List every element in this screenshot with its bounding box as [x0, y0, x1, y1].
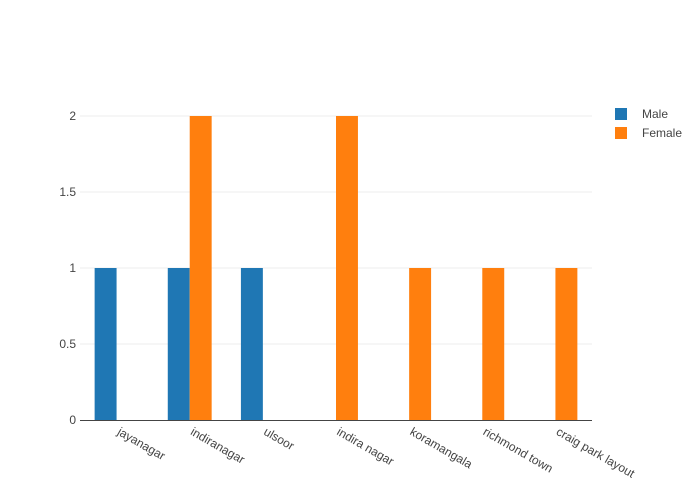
- legend-item-female[interactable]: Female: [615, 126, 682, 140]
- legend[interactable]: Male Female: [615, 107, 682, 140]
- bar-female-indira-nagar[interactable]: [336, 116, 358, 421]
- bar-male-ulsoor[interactable]: [240, 268, 263, 420]
- bar-female-richmond-town[interactable]: [482, 268, 505, 420]
- bar-male-indiranagar[interactable]: [167, 268, 190, 420]
- legend-label: Male: [642, 107, 668, 121]
- y-tick-label: 1: [69, 261, 76, 275]
- y-tick-label: 0: [69, 413, 76, 427]
- legend-label: Female: [642, 126, 682, 140]
- y-tick-label: 1.5: [59, 185, 76, 199]
- bar-female-craig-park-layout[interactable]: [555, 268, 578, 420]
- bar-female-koramangala[interactable]: [409, 268, 432, 420]
- legend-swatch: [615, 127, 627, 139]
- bar-female-indiranagar[interactable]: [189, 116, 212, 421]
- y-tick-label: 2: [69, 109, 76, 123]
- y-tick-label: 0.5: [59, 337, 76, 351]
- bars: [94, 116, 578, 421]
- bar-male-jayanagar[interactable]: [94, 268, 117, 420]
- legend-item-male[interactable]: Male: [615, 107, 668, 121]
- legend-swatch: [615, 108, 627, 120]
